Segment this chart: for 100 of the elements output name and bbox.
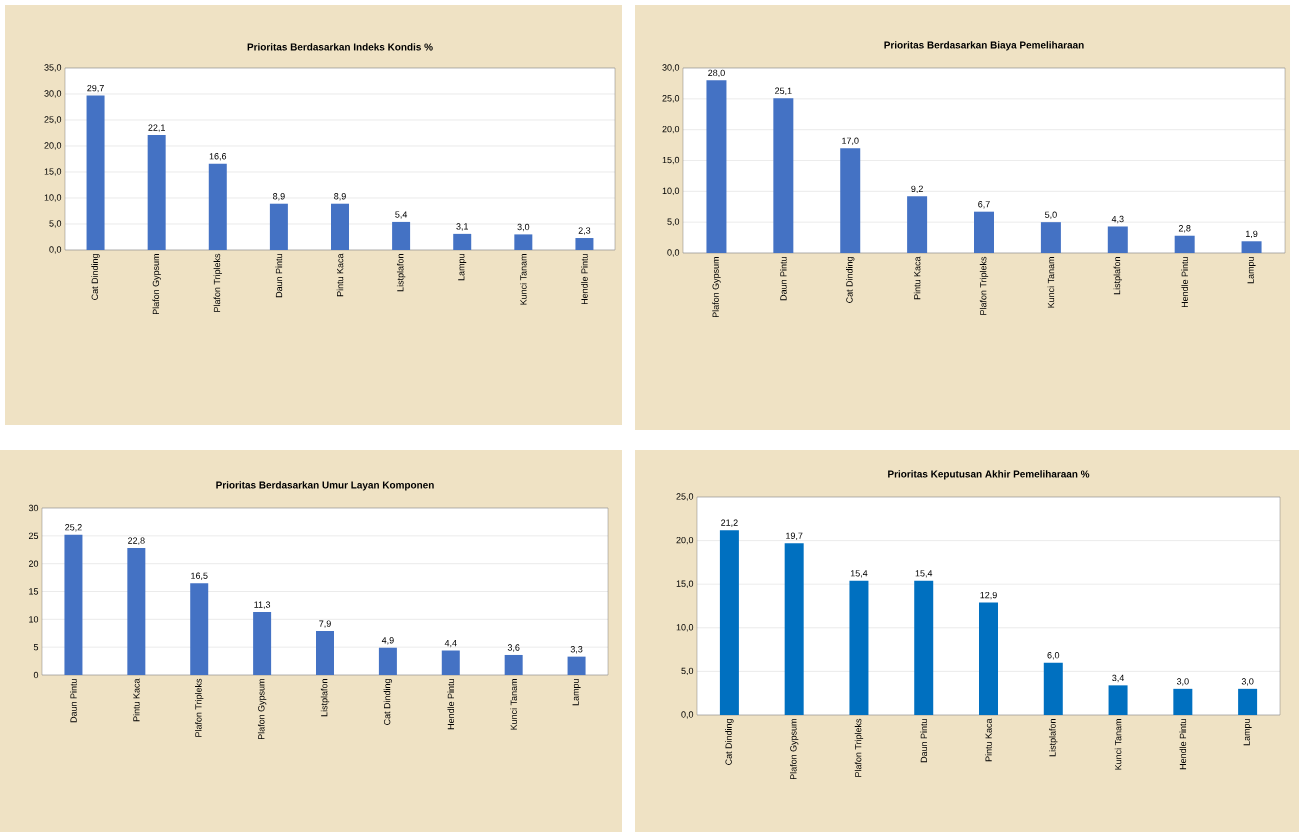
data-label: 8,9 (334, 193, 346, 201)
x-tick-label: Pintu Kaca (985, 718, 992, 762)
data-label: 3,3 (570, 646, 583, 654)
bar (147, 135, 166, 250)
bar (453, 233, 472, 250)
x-tick-label: Hendle Pintu (447, 679, 455, 730)
bar (773, 98, 794, 253)
data-label: 4,9 (381, 637, 394, 645)
y-tick-label: 35,0 (44, 64, 62, 72)
bar (849, 580, 869, 715)
x-tick-label: Lampu (458, 254, 467, 281)
bar (979, 602, 998, 715)
bar (392, 221, 411, 250)
x-tick-label: Plafon Tripleks (195, 678, 204, 737)
x-tick-label: Plafon Tripleks (854, 718, 864, 777)
data-label: 29,7 (87, 84, 104, 93)
bar (1108, 685, 1128, 715)
data-label: 3,0 (517, 223, 530, 232)
bar (1238, 688, 1258, 715)
x-tick-label: Daun Pintu (780, 257, 787, 301)
y-tick-label: 25,0 (44, 116, 62, 124)
y-tick-label: 25,0 (662, 95, 680, 103)
bar (575, 238, 594, 250)
data-label: 17,0 (842, 137, 859, 145)
data-label: 5,4 (395, 211, 408, 219)
x-tick-label: Cat Dinding (91, 254, 100, 300)
y-tick-label: 15,0 (44, 168, 62, 176)
x-tick-label: Kunci Tanam (520, 254, 527, 305)
data-label: 11,3 (254, 601, 271, 609)
x-tick-label: Pintu Kaca (133, 678, 140, 722)
bar (784, 543, 804, 715)
bar (914, 580, 934, 715)
y-tick-label: 0,0 (681, 711, 694, 719)
x-tick-label: Cat Dinding (383, 679, 393, 725)
bar (974, 211, 995, 253)
data-label: 25,2 (65, 524, 82, 532)
bar (378, 647, 397, 675)
data-label: 15,4 (915, 570, 933, 578)
bar (127, 548, 146, 675)
y-tick-label: 25 (28, 532, 39, 540)
x-tick-label: Plafon Tripleks (213, 253, 222, 312)
data-label: 2,8 (1178, 225, 1191, 233)
bar (1107, 226, 1128, 253)
x-tick-label: Lampu (572, 679, 581, 706)
y-tick-label: 20 (28, 560, 39, 567)
data-label: 3,0 (1176, 678, 1189, 686)
x-tick-label: Plafon Gypsum (712, 257, 721, 318)
y-tick-label: 5 (33, 644, 39, 651)
x-tick-label: Cat Dinding (846, 257, 855, 303)
x-tick-label: Pintu Kaca (336, 253, 344, 297)
bar (1173, 688, 1193, 715)
bar (504, 654, 523, 675)
x-tick-label: Cat Dinding (725, 719, 734, 765)
y-tick-label: 15,0 (676, 580, 694, 588)
bar (208, 163, 227, 250)
data-label: 5,0 (1045, 211, 1057, 219)
x-tick-label: Hendle Pintu (1181, 257, 1188, 308)
data-label: 15,4 (850, 570, 868, 578)
bar (64, 534, 83, 675)
y-tick-label: 30,0 (44, 90, 62, 98)
x-tick-label: Listplafon (396, 254, 406, 292)
data-label: 12,9 (980, 591, 997, 600)
bar (331, 203, 349, 250)
bar (706, 80, 727, 253)
data-label: 7,9 (319, 620, 331, 628)
y-tick-label: 0,0 (667, 249, 680, 257)
data-label: 9,2 (911, 185, 923, 194)
data-label: 4,4 (444, 639, 457, 648)
data-label: 3,0 (1241, 678, 1254, 686)
bar (719, 530, 739, 715)
bar (441, 650, 460, 675)
x-tick-label: Plafon Gypsum (152, 254, 161, 315)
bar (86, 95, 105, 250)
data-label: 2,3 (578, 227, 591, 235)
bar (1174, 235, 1195, 253)
data-label: 25,1 (775, 87, 792, 95)
data-label: 4,3 (1111, 215, 1124, 224)
y-tick-label: 20,0 (662, 125, 680, 134)
bar (269, 203, 288, 250)
bar (190, 583, 209, 675)
bar (907, 196, 928, 253)
data-label: 19,7 (786, 532, 803, 541)
y-tick-label: 5,0 (667, 218, 680, 226)
y-tick-label: 10,0 (44, 194, 62, 202)
y-tick-label: 30 (28, 504, 39, 512)
chart-title: Prioritas Berdasarkan Umur Layan Komponen (216, 481, 434, 491)
bar (1241, 241, 1262, 253)
x-tick-label: Listplafon (1049, 719, 1058, 757)
x-tick-label: Daun Pintu (920, 719, 928, 763)
data-label: 21,2 (721, 519, 738, 527)
data-label: 6,0 (1047, 652, 1060, 660)
data-label: 3,4 (1112, 674, 1125, 683)
x-tick-label: Plafon Gypsum (789, 719, 799, 780)
data-label: 1,9 (1246, 230, 1258, 239)
y-tick-label: 0,0 (49, 246, 62, 254)
data-label: 3,1 (456, 223, 469, 231)
x-tick-label: Lampu (1247, 257, 1256, 284)
x-tick-label: Plafon Gypsum (257, 679, 267, 740)
y-tick-label: 5,0 (681, 667, 694, 676)
bar (1040, 222, 1061, 253)
